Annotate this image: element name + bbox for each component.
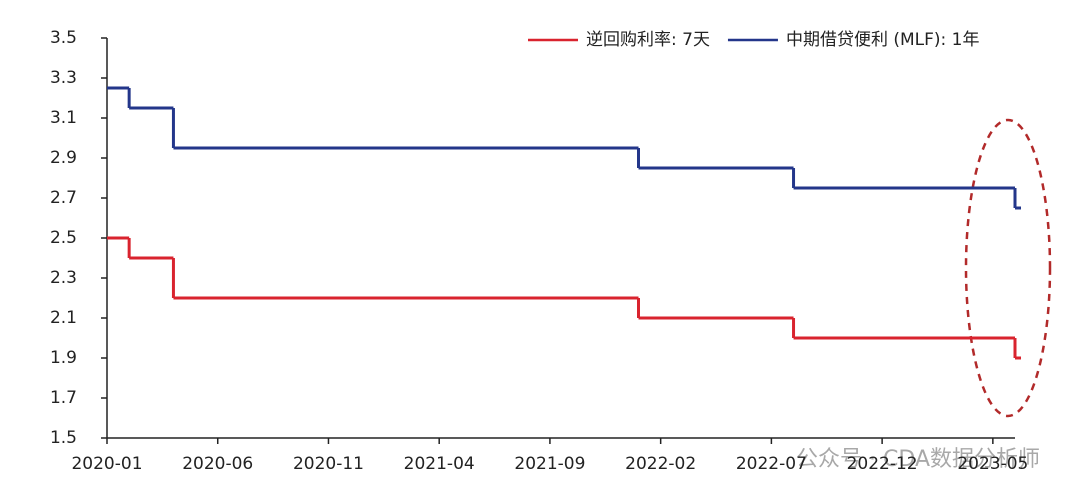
y-tick-label: 2.5 — [50, 228, 77, 248]
x-tick-label: 2021-09 — [514, 454, 585, 474]
y-tick-label: 2.7 — [50, 188, 77, 208]
x-tick-label: 2022-02 — [625, 454, 696, 474]
y-tick-label: 2.3 — [50, 268, 77, 288]
watermark: 公众号 · CDA数据分析师 — [796, 447, 1040, 472]
y-tick-label: 1.5 — [50, 428, 77, 448]
y-tick-label: 1.9 — [50, 348, 77, 368]
x-tick-label: 2022-07 — [736, 454, 807, 474]
y-tick-label: 2.9 — [50, 148, 77, 168]
y-tick-label: 3.3 — [50, 68, 77, 88]
y-tick-label: 3.5 — [50, 28, 77, 48]
y-tick-label: 1.7 — [50, 388, 77, 408]
highlight-ellipse — [964, 118, 1052, 418]
y-tick-label: 2.1 — [50, 308, 77, 328]
x-tick-label: 2021-04 — [404, 454, 475, 474]
legend-label: 中期借贷便利 (MLF): 1年 — [786, 30, 980, 50]
x-tick-label: 2020-01 — [71, 454, 142, 474]
x-tick-label: 2020-11 — [293, 454, 364, 474]
legend-label: 逆回购利率: 7天 — [586, 30, 710, 50]
y-tick-label: 3.1 — [50, 108, 77, 128]
x-tick-label: 2020-06 — [182, 454, 253, 474]
x-tick-label: 2022-12 — [847, 454, 918, 474]
x-tick-label: 2023-05 — [957, 454, 1028, 474]
